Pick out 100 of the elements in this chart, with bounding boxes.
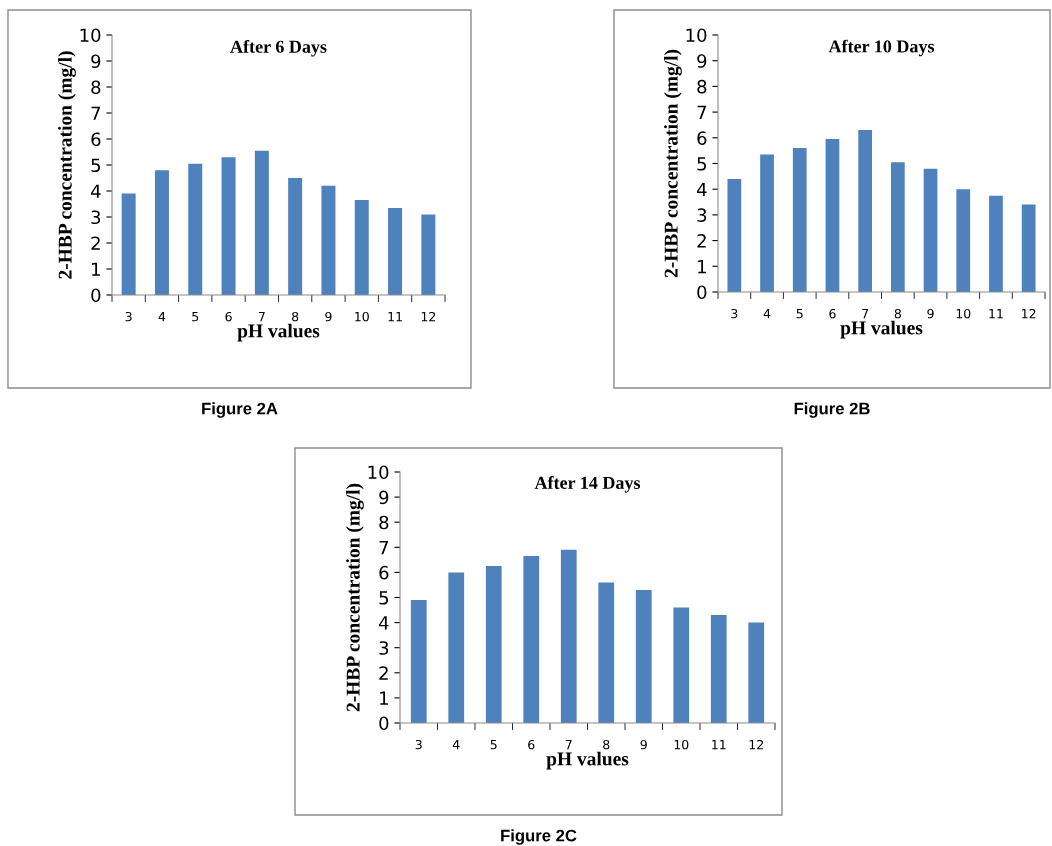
bar [560,549,577,723]
chart-title: After 14 Days [534,476,641,493]
bar [792,148,807,292]
x-tick-label: 4 [763,309,771,319]
bar [890,162,905,292]
bar [727,178,742,292]
x-tick-label: 10 [355,311,369,322]
y-tick-label: 1 [698,260,706,274]
bar [448,572,465,723]
y-tick-label: 4 [696,182,707,197]
bar [154,170,169,295]
x-tick-label: 12 [1022,308,1036,319]
y-tick-label: 2 [697,234,706,248]
y-tick-label: 9 [91,54,101,69]
x-tick-label: 10 [956,308,971,319]
bar [485,566,502,723]
x-tick-label: 5 [192,312,199,322]
y-tick-label: 5 [91,158,101,173]
x-tick-label: 6 [225,311,232,322]
y-tick-label: 3 [697,208,707,223]
x-tick-label: 8 [894,308,901,319]
caption: Figure 2C [501,829,577,845]
bar [989,195,1003,292]
bar [221,157,236,295]
x-tick-label: 8 [292,311,299,322]
y-tick-label: 7 [379,541,389,555]
y-tick-label: 1 [92,262,100,276]
x-axis-title: pH values [237,323,320,342]
x-tick-label: 11 [989,309,1003,319]
bar [523,556,540,723]
y-tick-label: 0 [697,285,707,300]
bar [748,622,765,723]
y-tick-label: 1 [380,691,388,705]
x-tick-label: 8 [603,739,610,750]
x-tick-label: 3 [415,739,422,750]
x-tick-label: 6 [829,308,836,319]
y-tick-label: 2 [91,236,100,250]
bar [421,214,436,295]
y-tick-label: 7 [697,105,707,119]
bar [760,154,774,292]
bar [635,589,652,723]
y-tick-label: 0 [91,288,101,303]
x-tick-label: 5 [796,309,803,319]
bar [923,168,938,292]
y-tick-label: 10 [368,465,389,480]
bar [321,185,336,295]
bar [825,139,840,292]
x-tick-label: 7 [862,309,869,319]
y-tick-label: 6 [91,132,101,147]
bar [598,582,615,723]
y-tick-label: 10 [80,28,101,43]
x-tick-label: 9 [325,311,332,322]
bar [710,615,727,723]
chart-title: After 6 Days [230,39,327,57]
x-tick-label: 7 [565,740,572,750]
x-tick-label: 4 [452,740,460,750]
y-tick-label: 0 [379,716,389,731]
y-tick-label: 4 [90,184,101,198]
y-tick-label: 7 [91,106,101,120]
bar [188,163,203,295]
x-tick-label: 4 [158,312,166,322]
x-tick-label: 12 [749,739,763,750]
y-tick-label: 6 [379,565,389,580]
y-tick-label: 4 [378,616,389,630]
x-tick-label: 3 [731,308,738,319]
bar [1021,204,1036,292]
x-tick-label: 9 [640,739,647,750]
y-tick-label: 8 [91,80,101,95]
y-tick-label: 9 [697,54,707,68]
x-axis-title: pH values [546,751,629,770]
x-axis-title: pH values [840,320,923,339]
x-tick-label: 7 [258,312,265,322]
bar [288,178,303,295]
bar [254,150,269,295]
y-axis-title: 2-HBP concentration (mg/l) [346,483,364,712]
bar [388,207,403,295]
y-tick-label: 10 [686,28,707,43]
bar [410,600,427,723]
y-tick-label: 8 [697,79,707,94]
y-tick-label: 9 [379,490,389,505]
y-tick-label: 3 [379,641,389,655]
y-tick-label: 3 [91,210,101,225]
bar [673,607,690,723]
bar [858,130,873,292]
y-axis-title: 2-HBP concentration (mg/l) [664,49,682,278]
x-tick-label: 10 [674,739,689,750]
x-tick-label: 12 [421,311,436,322]
caption: Figure 2B [794,402,870,418]
chart-title: After 10 Days [828,39,935,57]
x-tick-label: 11 [712,740,726,750]
x-tick-label: 5 [490,740,497,750]
bar [121,193,136,295]
x-tick-label: 9 [927,308,934,319]
x-tick-label: 11 [388,312,402,322]
x-tick-label: 6 [528,739,535,750]
y-tick-label: 5 [379,591,389,605]
y-tick-label: 8 [379,515,389,530]
bar [956,189,971,292]
y-axis-title: 2-HBP concentration (mg/l) [58,51,76,279]
y-tick-label: 6 [697,131,707,145]
